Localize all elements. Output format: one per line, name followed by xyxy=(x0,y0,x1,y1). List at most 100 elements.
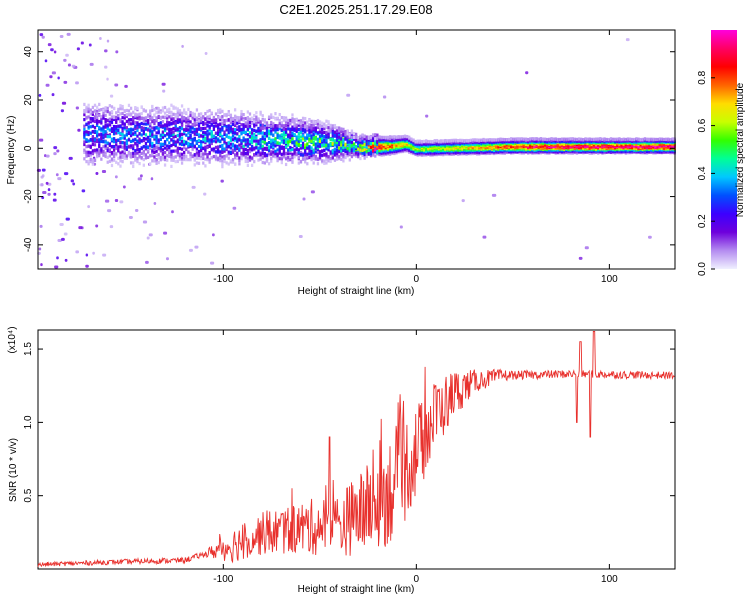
spectrogram-cell xyxy=(250,128,254,132)
spectrogram-cell xyxy=(318,139,322,144)
spectrogram-cell xyxy=(346,151,349,155)
spectrogram-cell xyxy=(216,147,220,152)
spectrogram-cell xyxy=(295,129,298,133)
spectrogram-cell xyxy=(321,159,324,163)
spectrogram-cell xyxy=(321,127,324,131)
spectrogram-cell xyxy=(340,146,343,150)
spectrogram-cell xyxy=(119,151,122,155)
spectrogram-cell xyxy=(338,150,341,154)
spectrogram-cell xyxy=(189,125,192,129)
spectrogram-cell xyxy=(110,157,114,161)
spectrogram-cell xyxy=(138,124,141,129)
spectrogram-cell xyxy=(236,146,239,151)
spectrogram-cell xyxy=(153,121,156,126)
spectrogram-cell xyxy=(138,117,141,121)
spectrogram-cell xyxy=(176,127,179,132)
spectrogram-cell xyxy=(102,136,105,140)
spectrogram-cell xyxy=(132,164,135,169)
spectrogram-cell xyxy=(338,141,341,145)
spectrogram-cell xyxy=(216,128,220,132)
spectrogram-cell xyxy=(312,157,315,161)
spectrogram-cell xyxy=(556,137,560,142)
spectrogram-cell xyxy=(214,131,218,135)
spectrogram-cell xyxy=(393,145,396,149)
spectrogram-cell xyxy=(168,141,171,145)
spectrogram-cell xyxy=(142,151,145,155)
spectrogram-cell xyxy=(100,127,103,131)
spectrogram-cell xyxy=(121,129,124,133)
spectrogram-cell xyxy=(210,141,213,146)
spectrogram-cell xyxy=(270,145,273,149)
spectrogram-cell xyxy=(359,146,362,150)
spectrogram-cell xyxy=(244,151,247,155)
spectrogram-cell xyxy=(104,123,107,127)
spectrogram-cell xyxy=(263,134,267,138)
spectrogram-cell xyxy=(308,145,311,149)
spectrogram-cell xyxy=(257,146,260,150)
spectrogram-cell xyxy=(229,150,233,154)
spectrogram-cell xyxy=(338,133,341,138)
spectrogram-cell xyxy=(185,154,188,159)
spectrogram-cell xyxy=(267,162,271,166)
spectrogram-cell xyxy=(325,143,328,148)
spectrogram-cell xyxy=(142,126,145,130)
spectrogram-cell xyxy=(85,130,88,134)
spectrogram-cell xyxy=(187,150,190,154)
spectrogram-cell xyxy=(289,118,292,123)
spectrogram-cell xyxy=(229,121,233,125)
spectrogram-cell xyxy=(539,137,543,141)
spectrogram-cell xyxy=(363,156,366,160)
spectrogram-cell xyxy=(310,158,313,162)
spectrogram-cell xyxy=(359,143,362,148)
spectrogram-cell xyxy=(129,139,133,143)
spectrogram-cell xyxy=(280,115,283,120)
spectrogram-cell xyxy=(223,122,226,126)
spectrogram-cell xyxy=(240,145,243,149)
spectrogram-cell xyxy=(278,121,281,125)
spectrogram-cell xyxy=(238,134,241,139)
spectrogram-cell xyxy=(153,119,156,123)
spectrogram-cell xyxy=(91,112,95,116)
spectrogram-cell xyxy=(425,114,429,118)
spectrogram-cell xyxy=(119,107,122,111)
spectrogram-cell xyxy=(297,150,300,154)
spectrogram-cell xyxy=(357,147,360,151)
spectrogram-cell xyxy=(106,118,109,123)
spectrogram-cell xyxy=(104,151,107,155)
spectrogram-cell xyxy=(238,125,241,129)
spectrogram-cell xyxy=(87,205,91,209)
spectrogram-cell xyxy=(543,137,547,141)
spectrogram-cell xyxy=(246,156,250,160)
spectrogram-cell xyxy=(112,124,116,129)
spectrogram-cell xyxy=(355,151,358,155)
spectrogram-cell xyxy=(174,140,177,144)
spectrogram-cell xyxy=(197,117,201,121)
spectrogram-cell xyxy=(310,139,313,143)
spectrogram-cell xyxy=(155,158,158,162)
spectrogram-cell xyxy=(208,108,211,113)
spectrogram-cell xyxy=(123,114,126,118)
spectrogram-cell xyxy=(157,129,160,133)
spectrogram-cell xyxy=(151,130,154,134)
spectrogram-cell xyxy=(350,129,354,133)
spectrogram-cell xyxy=(614,146,617,150)
spectrogram-cell xyxy=(255,142,258,147)
spectrogram-cell xyxy=(259,131,262,135)
spectrogram-cell xyxy=(185,117,188,121)
spectrogram-cell xyxy=(91,110,95,114)
spectrogram-cell xyxy=(200,152,203,157)
spectrogram-cell xyxy=(146,155,150,159)
spectrogram-cell xyxy=(297,119,300,123)
spectrogram-cell xyxy=(227,118,230,122)
spectrogram-cell xyxy=(178,137,182,141)
spectrogram-cell xyxy=(289,155,292,159)
spectrogram-cell xyxy=(386,135,390,139)
spectrogram-cell xyxy=(193,158,196,162)
spectrogram-cell xyxy=(197,124,201,128)
spectrogram-cell xyxy=(333,139,337,143)
spectrogram-cell xyxy=(584,246,589,250)
spectrogram-cell xyxy=(174,149,177,153)
spectrogram-cell xyxy=(289,151,292,155)
spectrogram-cell xyxy=(129,112,133,116)
spectrogram-cell xyxy=(174,144,177,148)
